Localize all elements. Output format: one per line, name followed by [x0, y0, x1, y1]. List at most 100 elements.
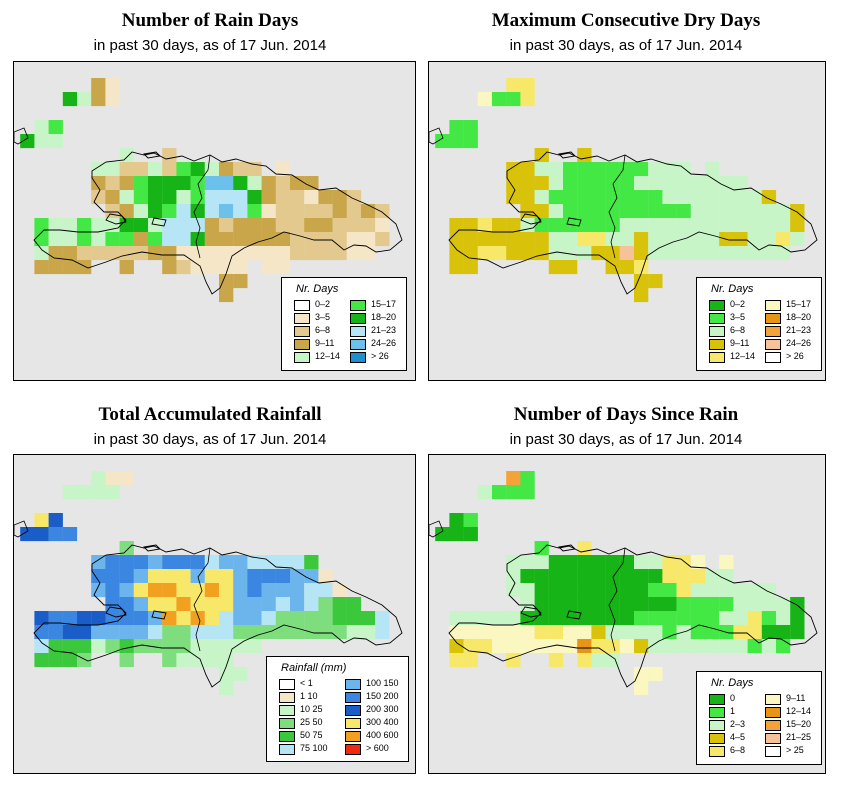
grid-cell	[361, 611, 376, 626]
grid-cell	[761, 204, 777, 219]
grid-cell	[591, 625, 606, 640]
grid-cell	[520, 583, 535, 598]
grid-cell	[506, 639, 521, 654]
grid-cell	[204, 569, 220, 584]
grid-cell	[676, 555, 691, 570]
grid-cell	[662, 176, 677, 191]
grid-cell	[119, 569, 134, 584]
grid-cell	[605, 611, 620, 626]
grid-cell	[534, 176, 549, 191]
grid-cell	[190, 555, 205, 570]
grid-cell	[77, 260, 92, 275]
grid-cell	[577, 583, 592, 598]
grid-cell	[563, 597, 578, 612]
grid-cell	[719, 204, 734, 219]
grid-cell	[747, 190, 762, 205]
legend-label: 24–26	[371, 338, 397, 348]
grid-cell	[91, 176, 106, 191]
legend-label: 12–14	[315, 351, 341, 361]
grid-cell	[591, 569, 606, 584]
grid-cell	[105, 92, 120, 107]
grid-cell	[190, 653, 205, 668]
legend-label: 75 100	[300, 743, 328, 753]
legend-label: 12–14	[786, 706, 812, 716]
grid-cell	[492, 625, 507, 640]
grid-cell	[492, 218, 507, 233]
grid-cell	[690, 569, 706, 584]
grid-cell	[34, 527, 49, 542]
grid-cell	[119, 176, 134, 191]
grid-cell	[290, 597, 305, 612]
grid-cell	[506, 569, 521, 584]
map-dry-days	[429, 78, 818, 303]
grid-cell	[318, 190, 333, 205]
grid-cell	[304, 555, 319, 570]
grid-cell	[662, 625, 677, 640]
grid-cell	[290, 246, 305, 261]
grid-cell	[719, 555, 734, 570]
grid-cell	[506, 611, 521, 626]
legend-label: 9–11	[786, 693, 806, 703]
grid-cell	[690, 583, 706, 598]
legend-label: > 600	[366, 743, 389, 753]
grid-cell	[148, 569, 163, 584]
legend-label: 15–17	[371, 299, 397, 309]
grid-cell	[275, 176, 291, 191]
grid-cell	[719, 639, 734, 654]
grid-cell	[619, 611, 635, 626]
grid-cell	[261, 583, 276, 598]
island-outline	[143, 544, 161, 552]
grid-cell	[619, 555, 635, 570]
grid-cell	[318, 246, 333, 261]
grid-cell	[48, 232, 63, 247]
grid-cell	[247, 190, 262, 205]
panel-title: Number of Days Since Rain	[513, 404, 739, 425]
grid-cell	[34, 134, 49, 149]
coastline-west	[429, 127, 444, 145]
grid-cell	[577, 555, 592, 570]
grid-cell	[204, 625, 220, 640]
grid-cell	[690, 204, 706, 219]
grid-cell	[304, 176, 319, 191]
grid-cell	[520, 162, 535, 177]
grid-cell	[119, 597, 134, 612]
grid-cell	[332, 246, 347, 261]
grid-cell	[790, 625, 805, 640]
grid-cell	[62, 653, 78, 668]
grid-cell	[506, 92, 521, 107]
grid-cell	[62, 625, 78, 640]
grid-cell	[548, 625, 564, 640]
grid-cell	[119, 639, 134, 654]
grid-cell	[62, 246, 78, 261]
grid-cell	[304, 218, 319, 233]
grid-cell	[304, 246, 319, 261]
grid-cell	[548, 204, 564, 219]
grid-cell	[619, 597, 635, 612]
legend-label: 0–2	[730, 299, 746, 309]
grid-cell	[534, 218, 549, 233]
legend-label: 15–17	[786, 299, 812, 309]
grid-cell	[733, 176, 748, 191]
grid-cell	[463, 134, 478, 149]
grid-cell	[563, 176, 578, 191]
grid-cell	[219, 246, 234, 261]
legend-label: > 26	[371, 351, 389, 361]
grid-cell	[577, 204, 592, 219]
grid-cell	[91, 625, 106, 640]
grid-cell	[605, 597, 620, 612]
grid-cell	[247, 176, 262, 191]
grid-cell	[219, 597, 234, 612]
grid-cell	[605, 639, 620, 654]
legend-label: 300 400	[366, 717, 399, 727]
grid-cell	[247, 204, 262, 219]
grid-cell	[534, 541, 549, 556]
legend-label: 10 25	[300, 704, 323, 714]
grid-cell	[690, 176, 706, 191]
legend-swatch	[765, 352, 781, 363]
grid-cell	[176, 597, 191, 612]
grid-cell	[619, 639, 635, 654]
legend-swatch	[294, 313, 310, 324]
grid-cell	[133, 625, 149, 640]
grid-cell	[275, 569, 291, 584]
grid-cell	[648, 176, 663, 191]
